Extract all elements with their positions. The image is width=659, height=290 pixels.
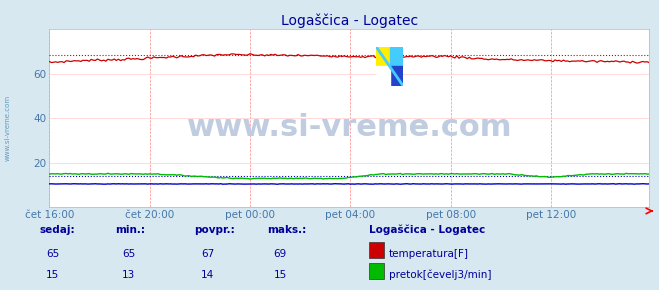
Text: povpr.:: povpr.: [194,225,235,235]
Text: Logaščica - Logatec: Logaščica - Logatec [369,225,485,235]
Text: 69: 69 [273,249,287,259]
Text: sedaj:: sedaj: [40,225,75,235]
Text: 67: 67 [201,249,214,259]
Title: Logaščica - Logatec: Logaščica - Logatec [281,13,418,28]
Text: 65: 65 [122,249,135,259]
Text: maks.:: maks.: [267,225,306,235]
Bar [376,66,389,86]
Text: min.:: min.: [115,225,146,235]
Text: 15: 15 [273,270,287,280]
Text: pretok[čevelj3/min]: pretok[čevelj3/min] [389,269,492,280]
Text: www.si-vreme.com: www.si-vreme.com [5,95,11,161]
Bar [389,66,403,86]
Bar [376,47,389,66]
Text: 15: 15 [46,270,59,280]
Text: temperatura[F]: temperatura[F] [389,249,469,259]
Text: www.si-vreme.com: www.si-vreme.com [186,113,512,142]
Text: 65: 65 [46,249,59,259]
Text: 14: 14 [201,270,214,280]
Text: 13: 13 [122,270,135,280]
Bar [389,47,403,66]
